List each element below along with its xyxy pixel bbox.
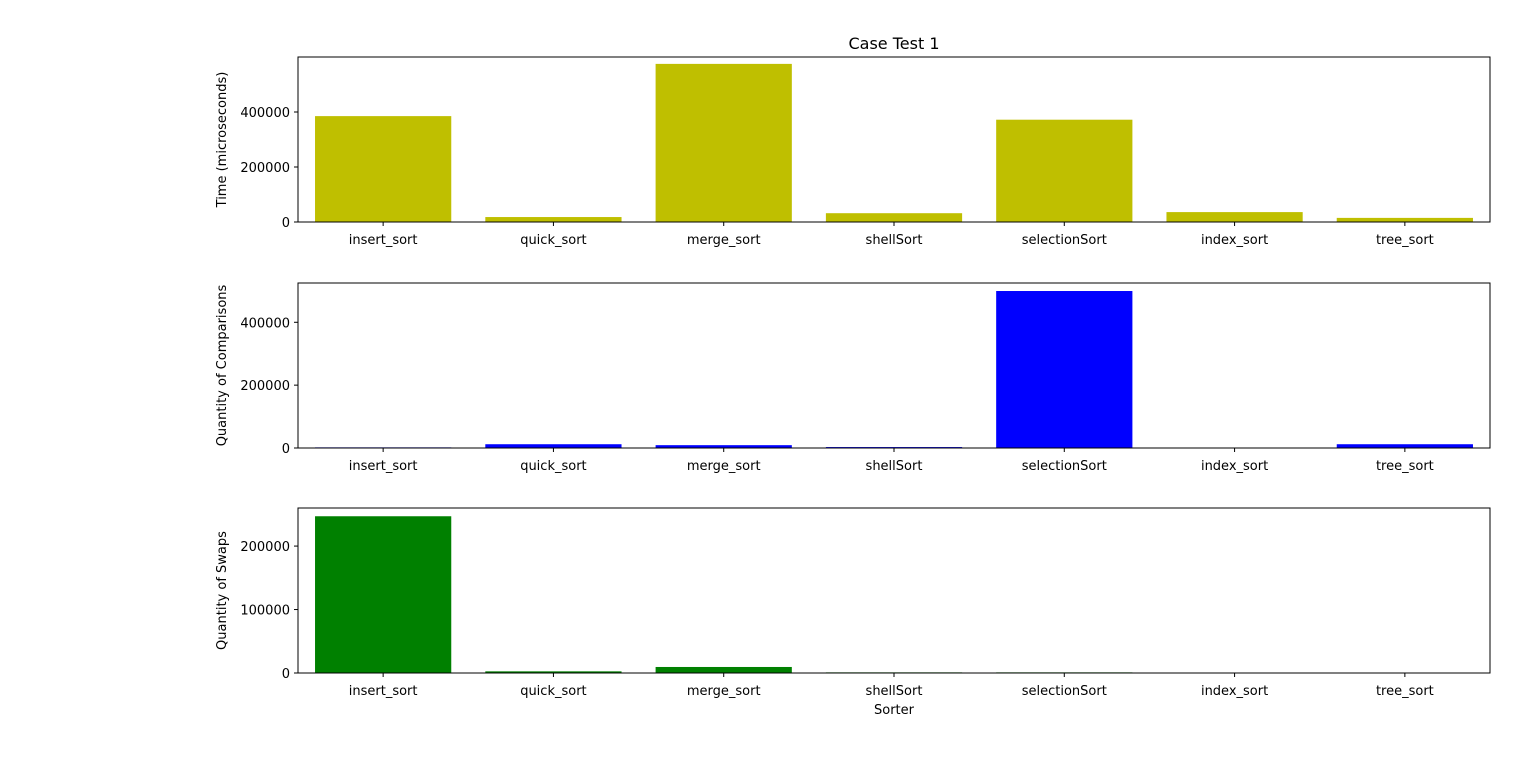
bar-quick_sort [485,671,622,673]
y-tick-label: 200000 [240,540,290,555]
y-tick-label: 0 [282,442,290,457]
x-tick-label: shellSort [866,684,923,699]
x-tick-label: quick_sort [520,459,586,474]
x-tick-label: shellSort [866,459,923,474]
chart-title: Case Test 1 [848,34,939,53]
x-tick-label: selectionSort [1022,684,1107,699]
x-tick-label: merge_sort [687,459,761,474]
axes-frame [297,507,1491,674]
y-axis-label: Quantity of Swaps [215,531,230,650]
y-tick-label: 100000 [240,604,290,619]
bar-merge_sort [655,63,792,223]
subplot-3: insert_sort quick_sort merge_sort shellSort… [215,507,1491,718]
x-tick-label: selectionSort [1022,233,1107,248]
y-axis-label: Time (microseconds) [215,72,230,209]
x-tick-label: merge_sort [687,233,761,248]
bar-shellSort [825,213,963,222]
bar-insert_sort [315,516,452,673]
x-tick-label: quick_sort [520,684,586,699]
y-tick-label: 200000 [240,161,290,176]
bar-selectionSort [996,119,1133,222]
x-axis-label: Sorter [874,703,915,718]
y-tick-label: 400000 [240,106,290,121]
x-tick-label: tree_sort [1376,459,1434,474]
axes-frame [297,56,1491,223]
bar-quick_sort [485,444,622,448]
x-tick-label: index_sort [1201,684,1268,699]
bar-merge_sort [655,666,792,673]
bar-tree_sort [1336,444,1473,448]
x-tick-label: index_sort [1201,459,1268,474]
bar-insert_sort [315,116,452,222]
bar-index_sort [1166,212,1303,222]
x-tick-label: insert_sort [349,684,418,699]
x-tick-label: tree_sort [1376,233,1434,248]
bar-selectionSort [996,291,1133,448]
bar-quick_sort [485,217,622,222]
bar-tree_sort [1336,217,1473,223]
y-axis-label: Quantity of Comparisons [215,284,230,446]
y-tick-label: 200000 [240,379,290,394]
x-tick-label: selectionSort [1022,459,1107,474]
axes-frame [297,282,1491,449]
bar-merge_sort [655,445,792,448]
subplot-2: insert_sort quick_sort merge_sort shellSort… [215,282,1491,474]
subplot-1: insert_sort quick_sort merge_sort shellSort… [215,34,1491,248]
y-tick-label: 0 [282,216,290,231]
x-tick-label: insert_sort [349,233,418,248]
x-tick-label: insert_sort [349,459,418,474]
x-tick-label: merge_sort [687,684,761,699]
y-tick-label: 400000 [240,316,290,331]
x-tick-label: tree_sort [1376,684,1434,699]
x-tick-label: quick_sort [520,233,586,248]
x-tick-label: index_sort [1201,233,1268,248]
x-tick-label: shellSort [866,233,923,248]
y-tick-label: 0 [282,667,290,682]
